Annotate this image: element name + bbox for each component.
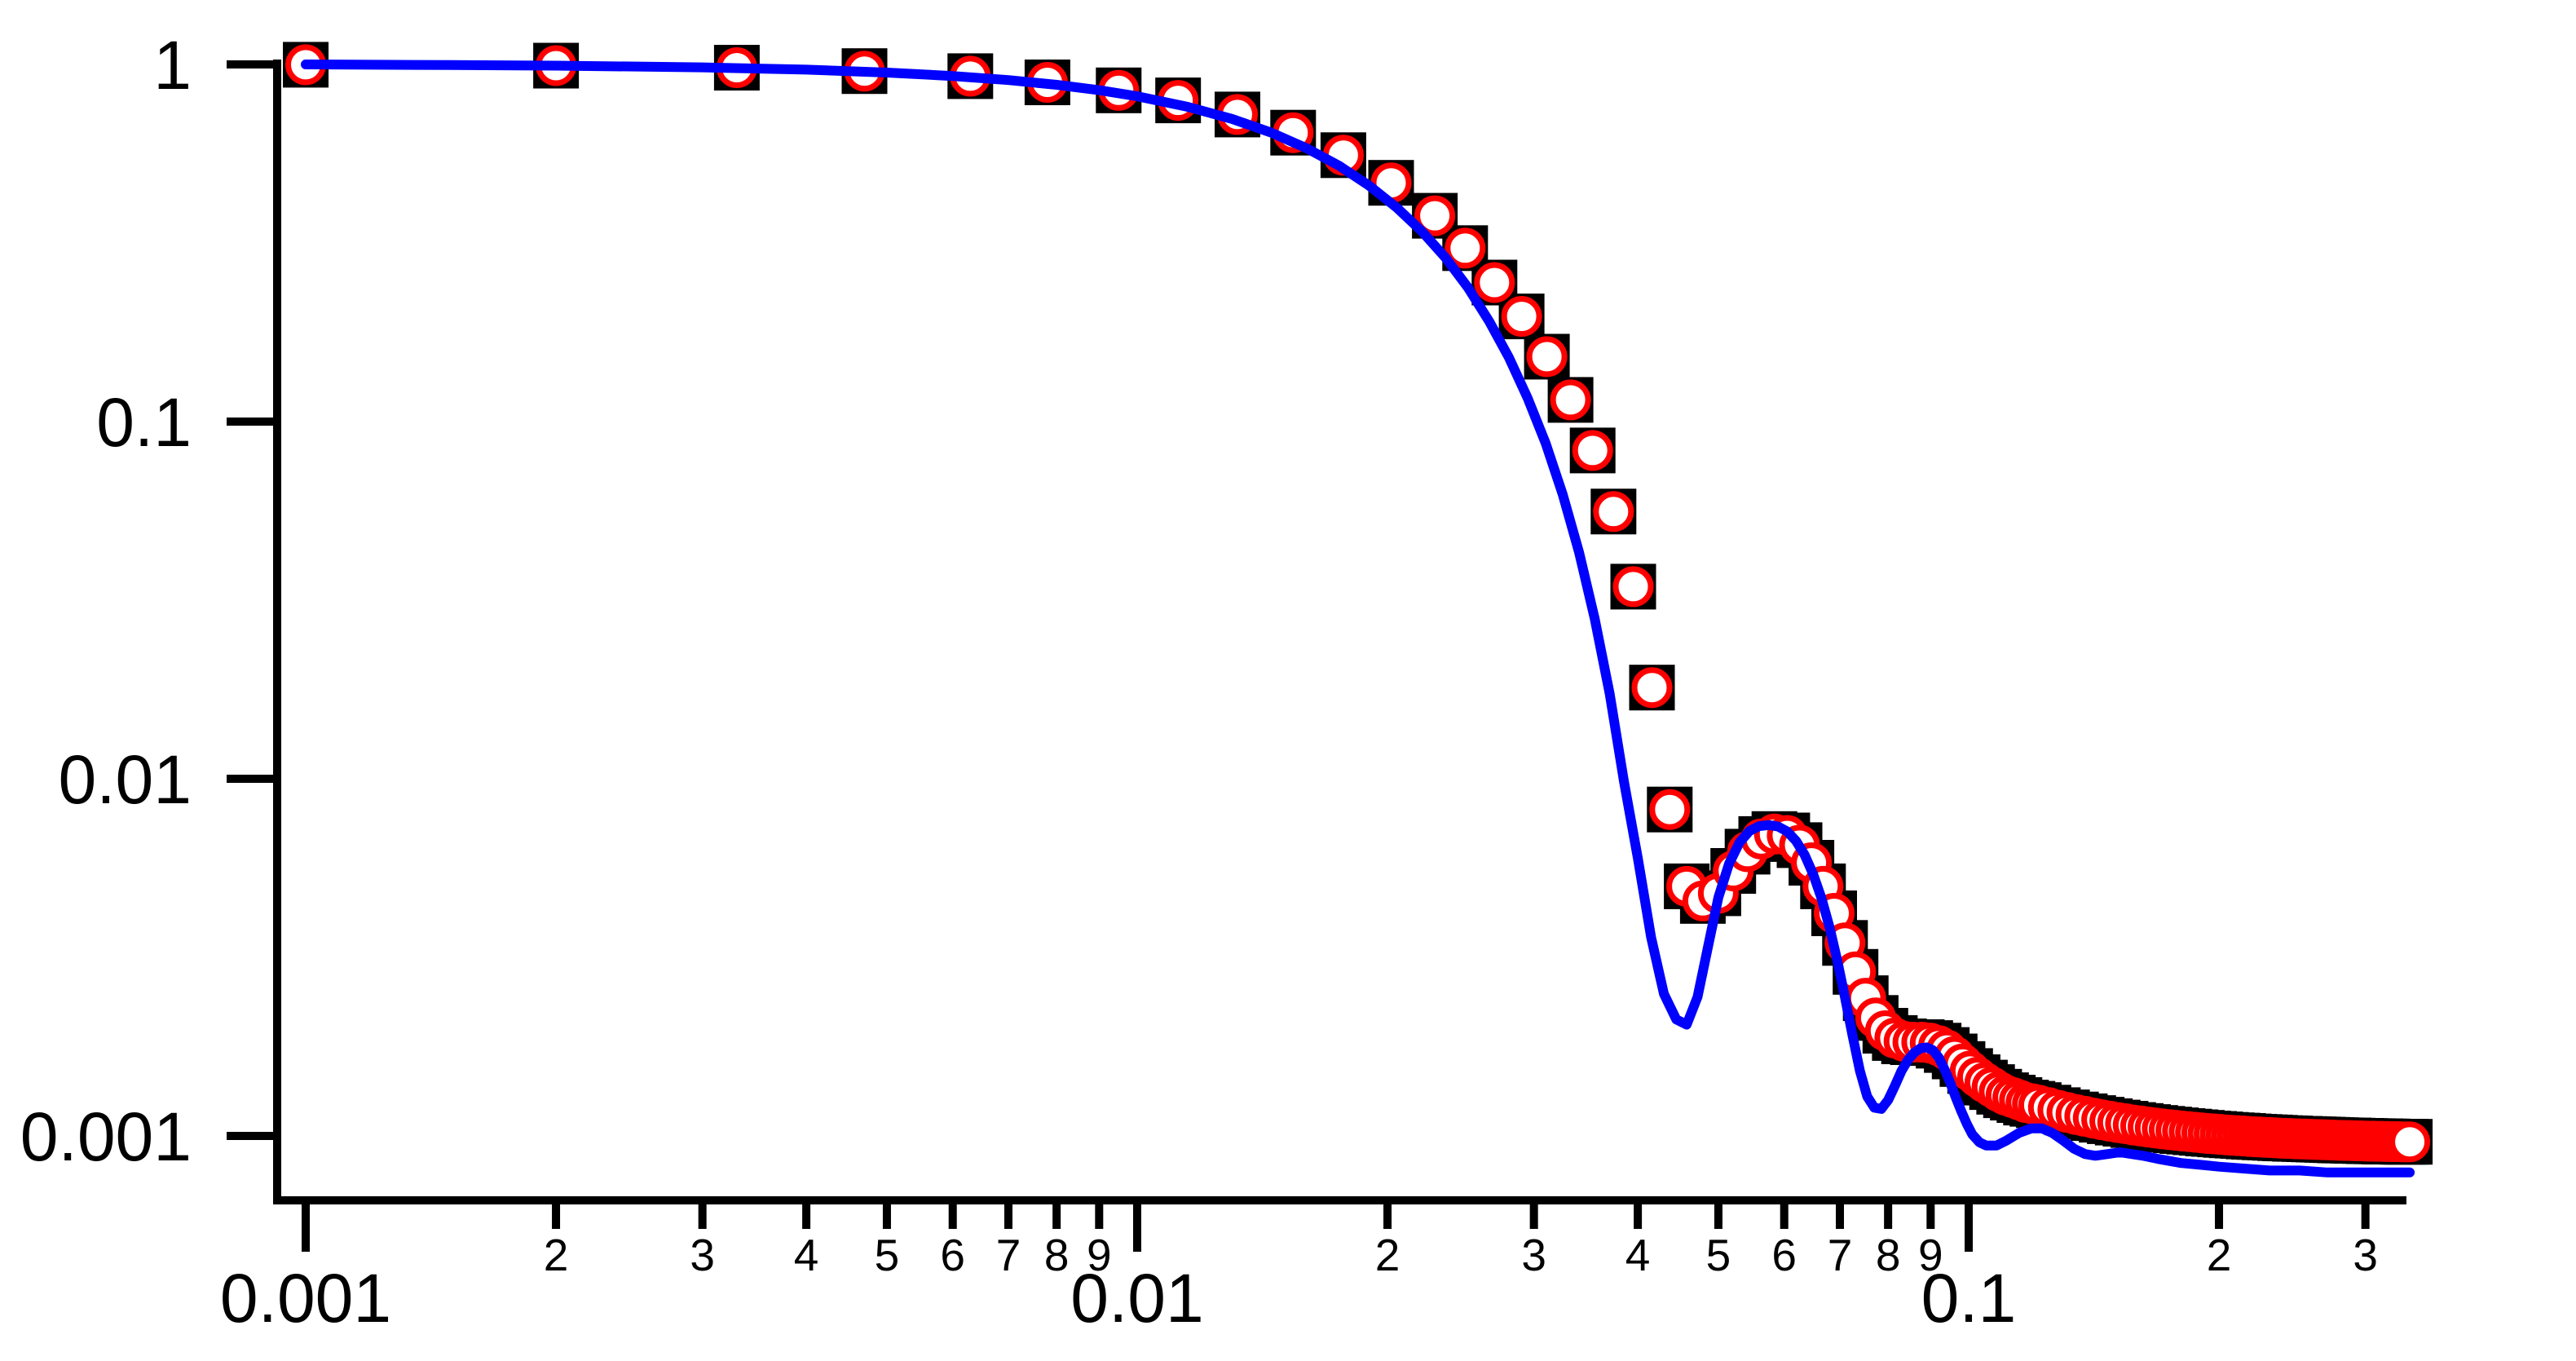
data-point-circle — [2389, 1121, 2431, 1163]
x-minor-tick-label: 6 — [940, 1230, 965, 1280]
y-tick-label: 1 — [153, 27, 192, 104]
x-tick-label: 0.1 — [1921, 1260, 2017, 1337]
x-tick-label: 0.01 — [1070, 1260, 1204, 1337]
x-minor-tick-label: 3 — [1521, 1230, 1546, 1280]
x-minor-tick-label: 7 — [1828, 1230, 1853, 1280]
x-minor-tick-label: 3 — [2353, 1230, 2378, 1280]
y-tick-label: 0.1 — [96, 384, 192, 461]
data-point-circle — [1572, 430, 1613, 471]
data-point-circle — [1550, 379, 1591, 421]
x-minor-tick-label: 6 — [1771, 1230, 1797, 1280]
x-minor-tick-label: 5 — [1706, 1230, 1731, 1280]
data-squares-group — [283, 42, 2433, 1165]
data-point-circle — [1593, 491, 1634, 532]
model-fit-line — [301, 60, 2415, 1178]
data-point-circle — [1526, 336, 1568, 378]
data-point-circle — [1414, 195, 1456, 236]
data-point-circle — [1631, 667, 1673, 709]
x-minor-tick-label: 8 — [1044, 1230, 1070, 1280]
x-minor-tick-label: 9 — [1918, 1230, 1943, 1280]
x-minor-tick-label: 2 — [1375, 1230, 1400, 1280]
data-circles-group — [285, 44, 2431, 1163]
x-tick-label: 0.001 — [220, 1260, 391, 1337]
x-minor-tick-label: 4 — [794, 1230, 819, 1280]
x-minor-tick-label: 2 — [2207, 1230, 2232, 1280]
x-minor-tick-label: 9 — [1087, 1230, 1112, 1280]
x-minor-tick-label: 4 — [1625, 1230, 1651, 1280]
x-minor-tick-label: 8 — [1876, 1230, 1901, 1280]
data-point-circle — [1649, 789, 1691, 830]
data-point-circle — [1474, 262, 1515, 303]
x-minor-tick-label: 7 — [996, 1230, 1021, 1280]
x-minor-tick-label: 2 — [544, 1230, 569, 1280]
data-point-circle — [1612, 566, 1654, 608]
x-minor-tick-label: 3 — [690, 1230, 715, 1280]
y-tick-label: 0.01 — [59, 741, 192, 818]
x-minor-tick-label: 5 — [875, 1230, 900, 1280]
y-tick-label: 0.001 — [20, 1098, 192, 1175]
data-point-circle — [1445, 228, 1486, 269]
data-point-circle — [1501, 296, 1542, 337]
